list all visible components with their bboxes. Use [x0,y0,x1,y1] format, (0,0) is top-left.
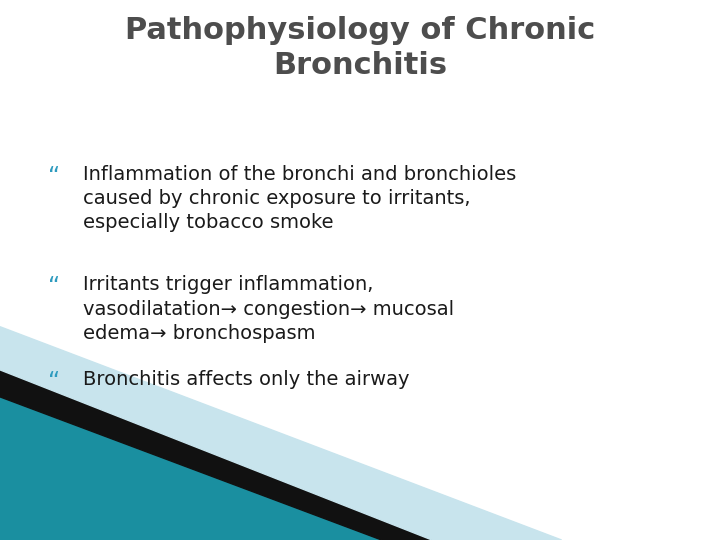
Polygon shape [0,397,382,540]
Text: Pathophysiology of Chronic
Bronchitis: Pathophysiology of Chronic Bronchitis [125,16,595,80]
Text: Inflammation of the bronchi and bronchioles
caused by chronic exposure to irrita: Inflammation of the bronchi and bronchio… [83,165,516,232]
Text: Bronchitis affects only the airway: Bronchitis affects only the airway [83,370,409,389]
Polygon shape [0,370,432,540]
Text: “: “ [48,370,60,394]
Text: Irritants trigger inflammation,
vasodilatation→ congestion→ mucosal
edema→ bronc: Irritants trigger inflammation, vasodila… [83,275,454,343]
Text: “: “ [48,275,60,299]
Polygon shape [0,327,562,540]
Text: “: “ [48,165,60,188]
